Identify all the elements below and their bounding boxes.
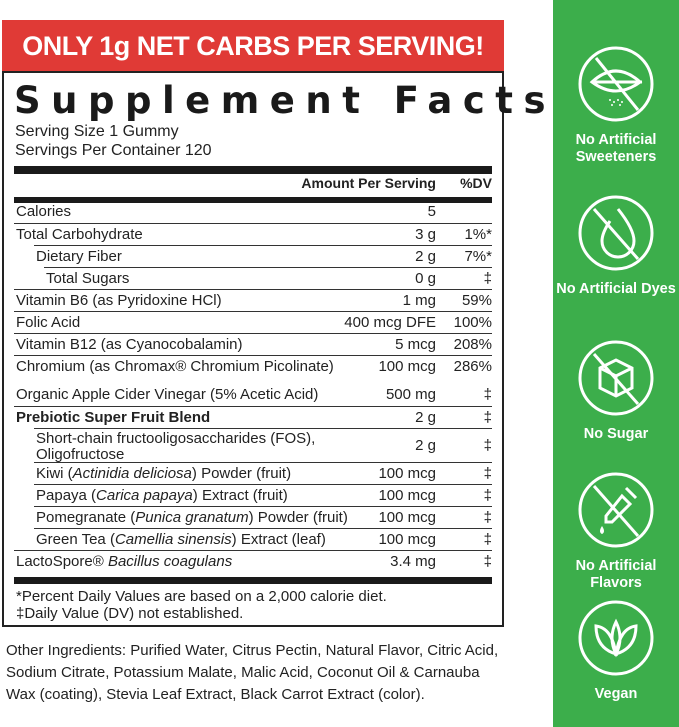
serving-size: Serving Size 1 Gummy	[15, 123, 179, 140]
amount-header: Amount Per Serving	[301, 175, 436, 191]
nutrient-name: Total Sugars	[46, 270, 130, 287]
daily-value: ‡	[483, 270, 492, 287]
daily-value: ‡	[483, 509, 492, 526]
amount-per-serving: 100 mcg	[378, 509, 436, 526]
amount-per-serving: 100 mcg	[378, 465, 436, 482]
table-row: Pomegranate (Punica granatum) Powder (fr…	[34, 506, 492, 528]
daily-value: 100%	[453, 314, 492, 331]
table-row: Papaya (Carica papaya) Extract (fruit) 10…	[34, 484, 492, 506]
amount-per-serving: 100 mcg	[378, 487, 436, 504]
daily-value: ‡	[483, 531, 492, 548]
daily-value: ‡	[483, 553, 492, 570]
amount-per-serving: 500 mg	[385, 386, 436, 403]
nutrient-name: Short-chain fructooligosaccharides (FOS)…	[36, 430, 316, 463]
badge-no-dyes: No Artificial Dyes	[553, 193, 679, 298]
nutrient-name: Papaya (Carica papaya) Extract (fruit)	[36, 487, 288, 504]
daily-value: 286%	[453, 358, 492, 375]
no-dye-drop-icon	[578, 195, 654, 271]
nutrient-name: LactoSpore® Bacillus coagulans	[16, 553, 233, 570]
nutrient-name: Dietary Fiber	[36, 248, 122, 265]
amount-per-serving: 3.4 mg	[390, 553, 436, 570]
panel-title: Supplement Facts	[14, 79, 557, 122]
dv-header: %DV	[460, 175, 492, 191]
amount-per-serving: 0 g	[415, 270, 436, 287]
nutrient-name: Chromium (as Chromax® Chromium Picolinat…	[16, 358, 334, 375]
table-row: Folic Acid 400 mcg DFE 100%	[14, 311, 492, 333]
badge-label: No Artificial Sweeteners	[575, 132, 657, 165]
nutrient-name: Vitamin B6 (as Pyridoxine HCl)	[16, 292, 222, 309]
table-row: Calories 5	[14, 201, 492, 223]
badge-no-sugar: No Sugar	[553, 338, 679, 443]
table-row: Total Carbohydrate 3 g 1%*	[14, 223, 492, 245]
badge-vegan: Vegan	[553, 598, 679, 703]
column-header: Amount Per Serving %DV	[14, 175, 492, 195]
nutrient-name: Green Tea (Camellia sinensis) Extract (l…	[36, 531, 326, 548]
divider-thick	[14, 197, 492, 203]
nutrient-name: Pomegranate (Punica granatum) Powder (fr…	[36, 509, 348, 526]
daily-value: 208%	[453, 336, 492, 353]
daily-value: ‡	[483, 409, 492, 426]
table-row: Chromium (as Chromax® Chromium Picolinat…	[14, 355, 492, 377]
table-row: Green Tea (Camellia sinensis) Extract (l…	[34, 528, 492, 550]
servings-per-container: Servings Per Container 120	[15, 142, 212, 159]
badge-label: No Artificial Dyes	[556, 281, 676, 297]
badge-no-sweeteners: No Artificial Sweeteners	[553, 44, 679, 166]
amount-per-serving: 100 mcg	[378, 531, 436, 548]
amount-per-serving: 1 mg	[402, 292, 436, 309]
amount-per-serving: 2 g	[415, 409, 436, 426]
table-row: Dietary Fiber 2 g 7%*	[34, 245, 492, 267]
daily-value: ‡	[483, 437, 492, 454]
nutrient-name: Organic Apple Cider Vinegar (5% Acetic A…	[16, 386, 319, 403]
amount-per-serving: 100 mcg	[378, 358, 436, 375]
net-carbs-banner: ONLY 1g NET CARBS PER SERVING!	[2, 20, 504, 72]
daily-value: ‡	[483, 465, 492, 482]
amount-per-serving: 5	[427, 203, 436, 220]
footnote-dv: *Percent Daily Values are based on a 2,0…	[16, 588, 387, 605]
other-ingredients: Other Ingredients: Purified Water, Citru…	[6, 642, 499, 703]
badge-label: No Artificial Flavors	[575, 558, 657, 591]
badge-no-flavors: No Artificial Flavors	[553, 470, 679, 592]
divider-thick	[14, 577, 492, 584]
amount-per-serving: 2 g	[415, 437, 436, 454]
amount-per-serving: 400 mcg DFE	[344, 314, 436, 331]
amount-per-serving: 3 g	[415, 226, 436, 243]
table-row: Short-chain fructooligosaccharides (FOS)…	[34, 428, 492, 463]
table-row: Kiwi (Actinidia deliciosa) Powder (fruit…	[34, 462, 492, 484]
supplement-facts-panel: Supplement Facts Serving Size 1 Gummy Se…	[2, 71, 546, 627]
divider-thick	[14, 166, 492, 174]
footnote-not-established: ‡Daily Value (DV) not established.	[16, 605, 244, 622]
nutrient-name: Vitamin B12 (as Cyanocobalamin)	[16, 336, 243, 353]
leaf-icon	[578, 600, 654, 676]
daily-value: ‡	[483, 487, 492, 504]
table-row: Vitamin B6 (as Pyridoxine HCl) 1 mg 59%	[14, 289, 492, 311]
table-row: Total Sugars 0 g ‡	[44, 267, 492, 289]
nutrient-name: Prebiotic Super Fruit Blend	[16, 409, 211, 426]
badge-label: Vegan	[594, 686, 638, 702]
no-sweetener-icon	[578, 46, 654, 122]
nutrient-name: Kiwi (Actinidia deliciosa) Powder (fruit…	[36, 465, 292, 482]
nutrient-name: Total Carbohydrate	[16, 226, 143, 243]
table-row: Organic Apple Cider Vinegar (5% Acetic A…	[14, 384, 492, 406]
nutrient-name: Folic Acid	[16, 314, 81, 331]
no-sugar-cube-icon	[578, 340, 654, 416]
benefits-panel: No Artificial Sweeteners No Artificial D…	[553, 0, 679, 727]
daily-value: ‡	[483, 386, 492, 403]
daily-value: 1%*	[464, 226, 492, 243]
no-dropper-icon	[578, 472, 654, 548]
table-row: Vitamin B12 (as Cyanocobalamin) 5 mcg 208%	[14, 333, 492, 355]
badge-label: No Sugar	[583, 426, 649, 442]
nutrient-name: Calories	[16, 203, 72, 220]
table-row: LactoSpore® Bacillus coagulans 3.4 mg ‡	[14, 550, 492, 572]
table-row: Prebiotic Super Fruit Blend 2 g ‡	[14, 406, 492, 428]
daily-value: 7%*	[464, 248, 492, 265]
amount-per-serving: 2 g	[415, 248, 436, 265]
daily-value: 59%	[461, 292, 492, 309]
amount-per-serving: 5 mcg	[395, 336, 436, 353]
